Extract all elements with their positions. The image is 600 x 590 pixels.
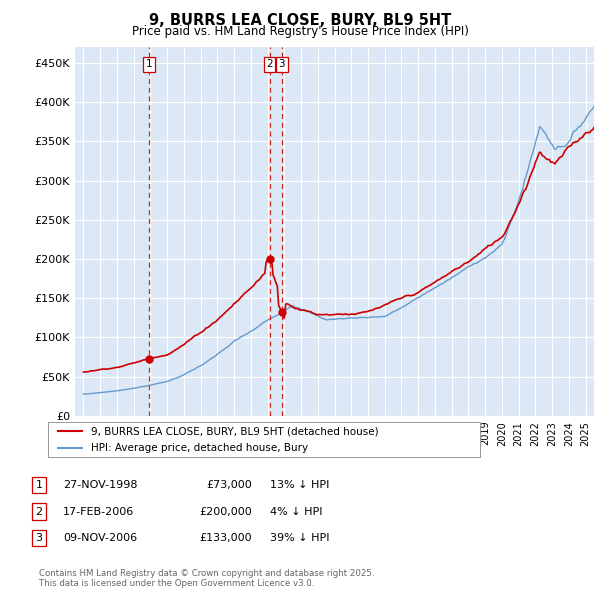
Text: 4% ↓ HPI: 4% ↓ HPI [270,507,323,516]
Text: 27-NOV-1998: 27-NOV-1998 [63,480,137,490]
Text: £73,000: £73,000 [206,480,252,490]
Text: £133,000: £133,000 [199,533,252,543]
Text: HPI: Average price, detached house, Bury: HPI: Average price, detached house, Bury [91,442,308,453]
Text: Price paid vs. HM Land Registry's House Price Index (HPI): Price paid vs. HM Land Registry's House … [131,25,469,38]
Text: 2: 2 [35,507,43,516]
Text: 17-FEB-2006: 17-FEB-2006 [63,507,134,516]
Text: 9, BURRS LEA CLOSE, BURY, BL9 5HT: 9, BURRS LEA CLOSE, BURY, BL9 5HT [149,13,451,28]
Text: Contains HM Land Registry data © Crown copyright and database right 2025.
This d: Contains HM Land Registry data © Crown c… [39,569,374,588]
Text: 9, BURRS LEA CLOSE, BURY, BL9 5HT (detached house): 9, BURRS LEA CLOSE, BURY, BL9 5HT (detac… [91,427,379,437]
Text: 3: 3 [35,533,43,543]
Text: 13% ↓ HPI: 13% ↓ HPI [270,480,329,490]
Text: 3: 3 [278,60,285,70]
Text: 09-NOV-2006: 09-NOV-2006 [63,533,137,543]
Text: 1: 1 [35,480,43,490]
Text: £200,000: £200,000 [199,507,252,516]
Text: 2: 2 [266,60,273,70]
Text: 39% ↓ HPI: 39% ↓ HPI [270,533,329,543]
Text: 1: 1 [145,60,152,70]
